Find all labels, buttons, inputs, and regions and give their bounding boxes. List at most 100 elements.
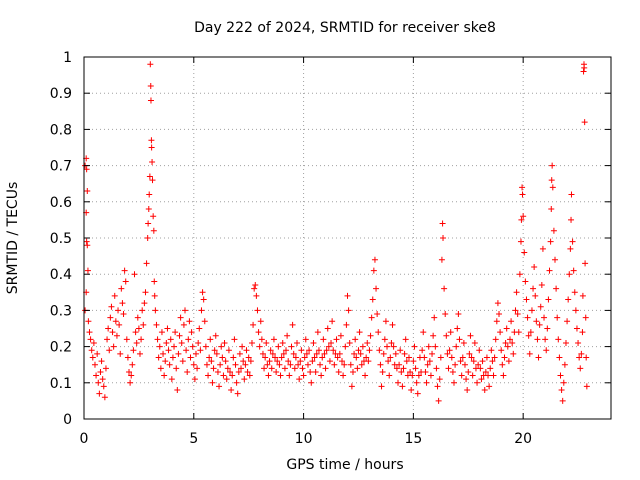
data-point-plus <box>107 314 114 321</box>
data-point-plus <box>319 354 326 361</box>
data-point-plus <box>145 220 152 227</box>
data-point-plus <box>455 311 462 318</box>
data-point-plus <box>167 336 174 343</box>
data-point-plus <box>497 329 504 336</box>
data-point-plus <box>259 350 266 357</box>
data-point-plus <box>573 325 580 332</box>
data-point-plus <box>148 137 155 144</box>
data-point-plus <box>290 350 297 357</box>
data-point-plus <box>581 64 588 71</box>
data-point-plus <box>94 350 101 357</box>
data-point-plus <box>521 249 528 256</box>
data-point-plus <box>203 361 210 368</box>
data-point-plus <box>197 347 204 354</box>
data-point-plus <box>287 361 294 368</box>
data-point-plus <box>289 321 296 328</box>
data-point-plus <box>299 365 306 372</box>
data-point-plus <box>329 318 336 325</box>
data-point-plus <box>311 354 318 361</box>
x-tick-labels: 0 5 10 15 20 <box>80 431 533 447</box>
data-point-plus <box>317 361 324 368</box>
data-point-plus <box>582 314 589 321</box>
data-point-plus <box>539 245 546 252</box>
data-point-plus <box>265 372 272 379</box>
data-point-plus <box>340 372 347 379</box>
data-point-plus <box>414 390 421 397</box>
data-point-plus <box>192 350 199 357</box>
data-point-plus <box>145 206 152 213</box>
data-point-plus <box>174 387 181 394</box>
data-point-plus <box>175 350 182 357</box>
data-point-plus <box>393 365 400 372</box>
data-point-plus <box>154 336 161 343</box>
data-point-plus <box>519 184 526 191</box>
y-tick-label: 0.6 <box>50 195 72 211</box>
data-point-plus <box>443 332 450 339</box>
data-point-plus <box>173 365 180 372</box>
data-point-plus <box>510 350 517 357</box>
data-point-plus <box>538 282 545 289</box>
data-point-plus <box>231 336 238 343</box>
data-point-plus <box>214 368 221 375</box>
data-point-plus <box>542 336 549 343</box>
data-point-plus <box>158 329 165 336</box>
data-point-plus <box>384 343 391 350</box>
data-point-plus <box>295 361 302 368</box>
data-point-plus <box>146 191 153 198</box>
data-point-plus <box>236 350 243 357</box>
data-point-plus <box>180 321 187 328</box>
data-point-plus <box>270 336 277 343</box>
data-point-plus <box>545 296 552 303</box>
data-point-plus <box>536 321 543 328</box>
data-point-plus <box>457 358 464 365</box>
data-point-plus <box>343 321 350 328</box>
data-point-plus <box>515 329 522 336</box>
chart-title: Day 222 of 2024, SRMTID for receiver ske… <box>194 20 496 36</box>
data-point-plus <box>477 365 484 372</box>
data-point-plus <box>387 354 394 361</box>
data-point-plus <box>518 216 525 223</box>
data-point-plus <box>112 318 119 325</box>
data-point-plus <box>577 365 584 372</box>
data-point-plus <box>120 311 127 318</box>
data-point-plus <box>127 379 134 386</box>
data-point-plus <box>179 358 186 365</box>
data-point-plus <box>346 339 353 346</box>
data-point-plus <box>273 368 280 375</box>
data-point-plus <box>553 285 560 292</box>
data-point-plus <box>374 311 381 318</box>
data-point-plus <box>485 372 492 379</box>
data-point-plus <box>583 383 590 390</box>
data-point-plus <box>219 354 226 361</box>
data-point-plus <box>424 361 431 368</box>
x-tick-label: 5 <box>189 431 198 447</box>
data-point-plus <box>502 339 509 346</box>
data-point-plus <box>334 354 341 361</box>
y-tick-label: 0.3 <box>50 303 72 319</box>
y-tick-label: 0.1 <box>50 376 72 392</box>
data-point-plus <box>516 271 523 278</box>
data-point-plus <box>345 307 352 314</box>
data-point-plus <box>130 347 137 354</box>
data-point-plus <box>83 166 90 173</box>
data-point-plus <box>241 376 248 383</box>
data-point-plus <box>444 350 451 357</box>
data-point-plus <box>411 343 418 350</box>
data-point-plus <box>446 347 453 354</box>
data-point-plus <box>324 325 331 332</box>
data-point-plus <box>135 325 142 332</box>
data-point-plus <box>251 285 258 292</box>
data-point-plus <box>296 376 303 383</box>
data-point-plus <box>547 238 554 245</box>
data-point-plus <box>440 235 447 241</box>
data-point-plus <box>276 361 283 368</box>
data-point-plus <box>504 343 511 350</box>
data-point-plus <box>535 354 542 361</box>
data-point-plus <box>396 361 403 368</box>
data-point-plus <box>328 339 335 346</box>
data-point-plus <box>408 387 415 394</box>
grid-lines <box>84 57 611 419</box>
data-point-plus <box>513 289 520 296</box>
data-point-plus <box>131 271 138 278</box>
data-point-plus <box>169 354 176 361</box>
